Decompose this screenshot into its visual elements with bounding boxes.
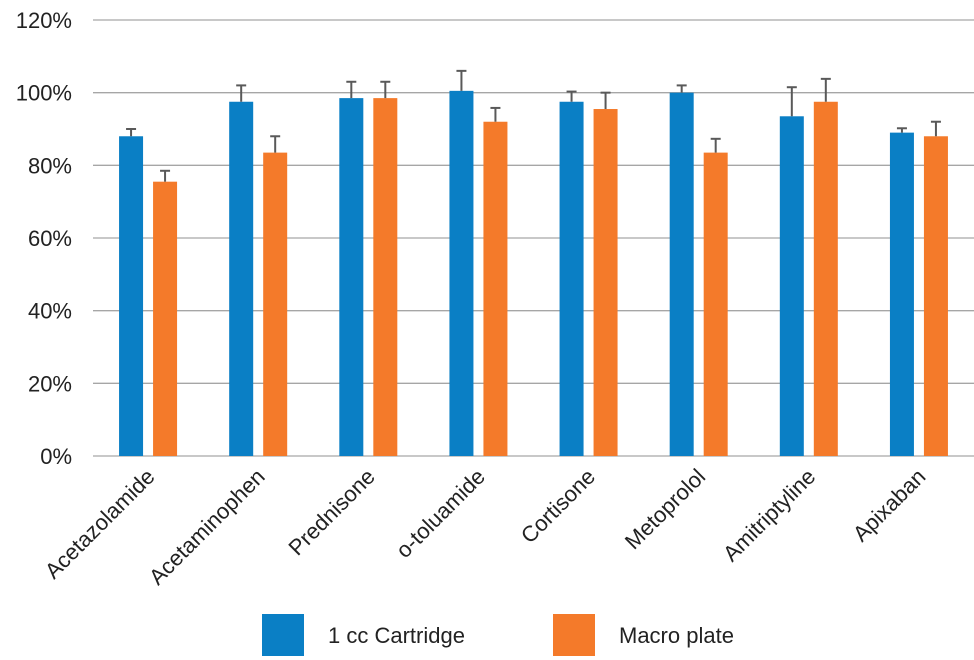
x-tick-label-amitriptyline: Amitriptyline bbox=[718, 464, 820, 566]
error-bar-macro-plate-amitriptyline bbox=[820, 77, 831, 102]
error-bar-macro-plate-metoprolol bbox=[710, 137, 721, 153]
error-bars bbox=[126, 69, 941, 182]
bar-macro-plate-cortisone bbox=[593, 109, 618, 457]
y-tick-label: 100% bbox=[16, 81, 72, 106]
bar-1-cc-cartridge-acetaminophen bbox=[229, 101, 254, 456]
legend-item-macro-plate: Macro plate bbox=[553, 614, 734, 656]
error-bar-macro-plate-prednisone bbox=[380, 80, 391, 99]
gridlines bbox=[93, 19, 974, 457]
error-bar-macro-plate-acetazolamide bbox=[160, 169, 171, 182]
legend-item-1-cc-cartridge: 1 cc Cartridge bbox=[262, 614, 465, 656]
error-bar-macro-plate-cortisone bbox=[600, 91, 611, 110]
bar-1-cc-cartridge-prednisone bbox=[339, 98, 364, 456]
bar-macro-plate-acetazolamide bbox=[153, 181, 178, 456]
bar-macro-plate-metoprolol bbox=[703, 152, 728, 456]
error-bar-1-cc-cartridge-cortisone bbox=[566, 90, 577, 102]
y-tick-label: 60% bbox=[28, 226, 72, 251]
bar-1-cc-cartridge-acetazolamide bbox=[119, 136, 144, 456]
bar-1-cc-cartridge-amitriptyline bbox=[779, 116, 804, 457]
y-axis-ticks: 0% 20% 40% 60% 80% 100% 120% bbox=[16, 8, 72, 469]
y-tick-label: 20% bbox=[28, 371, 72, 396]
bars bbox=[119, 90, 948, 457]
x-tick-label-apixaban: Apixaban bbox=[848, 464, 931, 547]
bar-macro-plate-prednisone bbox=[373, 98, 398, 456]
error-bar-1-cc-cartridge-acetazolamide bbox=[126, 128, 137, 137]
x-tick-label-acetaminophen: Acetaminophen bbox=[144, 464, 270, 590]
x-tick-label-cortisone: Cortisone bbox=[516, 464, 600, 548]
error-bar-macro-plate-o-toluamide bbox=[490, 106, 501, 122]
error-bar-1-cc-cartridge-amitriptyline bbox=[786, 86, 797, 117]
error-bar-1-cc-cartridge-o-toluamide bbox=[456, 69, 467, 91]
bar-macro-plate-o-toluamide bbox=[483, 121, 508, 456]
legend-swatch bbox=[262, 614, 304, 656]
x-tick-label-o-toluamide: o-toluamide bbox=[391, 464, 490, 563]
y-tick-label: 80% bbox=[28, 153, 72, 178]
legend-label: 1 cc Cartridge bbox=[328, 623, 465, 648]
error-bar-macro-plate-apixaban bbox=[930, 120, 941, 137]
error-bar-1-cc-cartridge-apixaban bbox=[896, 127, 907, 133]
y-tick-label: 40% bbox=[28, 299, 72, 324]
y-tick-label: 120% bbox=[16, 8, 72, 33]
error-bar-1-cc-cartridge-metoprolol bbox=[676, 84, 687, 93]
bar-1-cc-cartridge-o-toluamide bbox=[449, 90, 474, 456]
bar-macro-plate-acetaminophen bbox=[263, 152, 288, 456]
error-bar-macro-plate-acetaminophen bbox=[270, 135, 281, 153]
error-bar-1-cc-cartridge-prednisone bbox=[346, 80, 357, 99]
bar-macro-plate-apixaban bbox=[923, 136, 948, 456]
bar-1-cc-cartridge-apixaban bbox=[889, 132, 914, 456]
legend-swatch bbox=[553, 614, 595, 656]
x-tick-label-prednisone: Prednisone bbox=[283, 464, 379, 560]
x-tick-label-metoprolol: Metoprolol bbox=[620, 464, 710, 554]
x-tick-label-acetazolamide: Acetazolamide bbox=[40, 464, 160, 584]
bar-1-cc-cartridge-cortisone bbox=[559, 101, 584, 456]
bar-macro-plate-amitriptyline bbox=[813, 101, 838, 456]
legend: 1 cc Cartridge Macro plate bbox=[262, 614, 734, 656]
error-bar-1-cc-cartridge-acetaminophen bbox=[236, 84, 247, 102]
bar-1-cc-cartridge-metoprolol bbox=[669, 92, 694, 457]
legend-label: Macro plate bbox=[619, 623, 734, 648]
y-tick-label: 0% bbox=[40, 444, 72, 469]
